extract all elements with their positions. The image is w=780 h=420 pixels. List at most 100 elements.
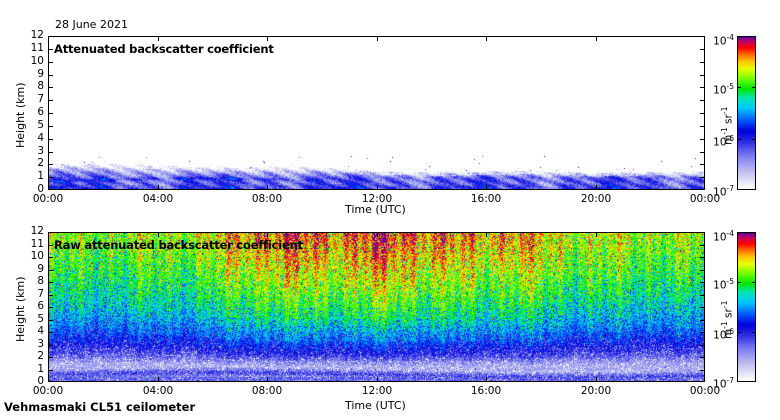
y-tick-attenuated-backscatter-10 — [48, 62, 53, 63]
y-tick-label-raw-attenuated-backscatter-2: 2 — [37, 350, 44, 362]
x-tick-label-raw-attenuated-backscatter-5: 20:00 — [580, 385, 612, 397]
y-tick-label-raw-attenuated-backscatter-12: 12 — [30, 225, 44, 237]
panel-1-x-axis-label: Time (UTC) — [345, 203, 406, 216]
cb-tick-r-raw-attenuated-backscatter-1 — [752, 282, 756, 283]
y-tick-right-attenuated-backscatter-2 — [700, 164, 705, 165]
y-tick-right-attenuated-backscatter-4 — [700, 139, 705, 140]
y-tick-label-attenuated-backscatter-10: 10 — [30, 55, 44, 67]
x-tick-raw-attenuated-backscatter-5 — [596, 377, 597, 382]
y-tick-raw-attenuated-backscatter-5 — [48, 320, 53, 321]
y-tick-attenuated-backscatter-11 — [48, 49, 53, 50]
y-tick-right-attenuated-backscatter-3 — [700, 152, 705, 153]
x-tick-attenuated-backscatter-4 — [486, 185, 487, 190]
x-tick-top-attenuated-backscatter-4 — [486, 36, 487, 41]
panel-attenuated-backscatter-plot[interactable] — [48, 36, 705, 190]
y-tick-raw-attenuated-backscatter-4 — [48, 332, 53, 333]
y-tick-attenuated-backscatter-8 — [48, 87, 53, 88]
y-tick-right-raw-attenuated-backscatter-7 — [700, 295, 705, 296]
y-tick-attenuated-backscatter-3 — [48, 152, 53, 153]
y-tick-right-attenuated-backscatter-6 — [700, 113, 705, 114]
x-tick-attenuated-backscatter-2 — [267, 185, 268, 190]
y-tick-label-raw-attenuated-backscatter-9: 9 — [37, 263, 44, 275]
cb-tick-attenuated-backscatter-2 — [737, 139, 741, 140]
y-tick-label-attenuated-backscatter-6: 6 — [37, 106, 44, 118]
y-tick-label-attenuated-backscatter-9: 9 — [37, 68, 44, 80]
y-tick-right-raw-attenuated-backscatter-6 — [700, 307, 705, 308]
y-tick-raw-attenuated-backscatter-6 — [48, 307, 53, 308]
y-tick-label-attenuated-backscatter-5: 5 — [37, 119, 44, 131]
panel-raw-attenuated-backscatter-plot[interactable] — [48, 232, 705, 382]
y-tick-label-attenuated-backscatter-8: 8 — [37, 80, 44, 92]
y-tick-label-attenuated-backscatter-12: 12 — [30, 29, 44, 41]
y-tick-raw-attenuated-backscatter-1 — [48, 370, 53, 371]
y-tick-attenuated-backscatter-9 — [48, 75, 53, 76]
x-tick-label-attenuated-backscatter-2: 08:00 — [251, 193, 283, 205]
y-tick-label-attenuated-backscatter-0: 0 — [37, 183, 44, 195]
y-tick-label-raw-attenuated-backscatter-10: 10 — [30, 250, 44, 262]
x-tick-label-attenuated-backscatter-0: 00:00 — [32, 193, 64, 205]
cb-tick-r-raw-attenuated-backscatter-2 — [752, 332, 756, 333]
y-tick-attenuated-backscatter-2 — [48, 164, 53, 165]
y-tick-label-attenuated-backscatter-2: 2 — [37, 157, 44, 169]
y-tick-raw-attenuated-backscatter-8 — [48, 282, 53, 283]
y-tick-label-raw-attenuated-backscatter-1: 1 — [37, 363, 44, 375]
y-tick-right-raw-attenuated-backscatter-9 — [700, 270, 705, 271]
y-tick-raw-attenuated-backscatter-11 — [48, 245, 53, 246]
y-tick-label-raw-attenuated-backscatter-4: 4 — [37, 325, 44, 337]
y-tick-right-attenuated-backscatter-11 — [700, 49, 705, 50]
y-tick-attenuated-backscatter-6 — [48, 113, 53, 114]
y-tick-right-attenuated-backscatter-8 — [700, 87, 705, 88]
panel-1-title: Attenuated backscatter coefficient — [54, 42, 274, 56]
y-tick-label-raw-attenuated-backscatter-6: 6 — [37, 300, 44, 312]
x-tick-top-attenuated-backscatter-1 — [158, 36, 159, 41]
cb-tick-label-attenuated-backscatter-0: 10-4 — [713, 33, 734, 48]
y-tick-label-attenuated-backscatter-4: 4 — [37, 132, 44, 144]
y-tick-right-raw-attenuated-backscatter-4 — [700, 332, 705, 333]
colorbar-panel-2 — [737, 232, 756, 382]
y-tick-label-attenuated-backscatter-3: 3 — [37, 145, 44, 157]
x-tick-label-attenuated-backscatter-6: 00:00 — [689, 193, 721, 205]
y-tick-right-raw-attenuated-backscatter-5 — [700, 320, 705, 321]
y-tick-label-raw-attenuated-backscatter-3: 3 — [37, 338, 44, 350]
y-tick-right-raw-attenuated-backscatter-11 — [700, 245, 705, 246]
x-tick-attenuated-backscatter-1 — [158, 185, 159, 190]
cb-tick-r-attenuated-backscatter-2 — [752, 139, 756, 140]
y-tick-raw-attenuated-backscatter-7 — [48, 295, 53, 296]
x-tick-top-attenuated-backscatter-3 — [377, 36, 378, 41]
y-tick-right-attenuated-backscatter-9 — [700, 75, 705, 76]
panel-2-title: Raw attenuated backscatter coefficient — [54, 238, 303, 252]
y-tick-right-raw-attenuated-backscatter-8 — [700, 282, 705, 283]
station-label: Vehmasmaki CL51 ceilometer — [4, 400, 196, 414]
x-tick-top-raw-attenuated-backscatter-3 — [377, 232, 378, 237]
y-tick-raw-attenuated-backscatter-3 — [48, 345, 53, 346]
x-tick-top-raw-attenuated-backscatter-1 — [158, 232, 159, 237]
x-tick-label-raw-attenuated-backscatter-0: 00:00 — [32, 385, 64, 397]
x-tick-raw-attenuated-backscatter-3 — [377, 377, 378, 382]
y-tick-raw-attenuated-backscatter-9 — [48, 270, 53, 271]
y-tick-label-raw-attenuated-backscatter-5: 5 — [37, 313, 44, 325]
x-tick-label-raw-attenuated-backscatter-2: 08:00 — [251, 385, 283, 397]
x-tick-top-raw-attenuated-backscatter-5 — [596, 232, 597, 237]
cb-tick-raw-attenuated-backscatter-1 — [737, 282, 741, 283]
y-tick-raw-attenuated-backscatter-2 — [48, 357, 53, 358]
x-tick-attenuated-backscatter-5 — [596, 185, 597, 190]
cb-tick-r-attenuated-backscatter-1 — [752, 87, 756, 88]
figure-date-title: 28 June 2021 — [55, 18, 128, 31]
y-tick-right-raw-attenuated-backscatter-3 — [700, 345, 705, 346]
x-tick-label-raw-attenuated-backscatter-6: 00:00 — [689, 385, 721, 397]
x-tick-label-attenuated-backscatter-5: 20:00 — [580, 193, 612, 205]
y-tick-attenuated-backscatter-5 — [48, 126, 53, 127]
x-tick-top-raw-attenuated-backscatter-2 — [267, 232, 268, 237]
y-tick-attenuated-backscatter-7 — [48, 100, 53, 101]
x-tick-top-attenuated-backscatter-2 — [267, 36, 268, 41]
y-tick-right-attenuated-backscatter-10 — [700, 62, 705, 63]
x-tick-label-attenuated-backscatter-4: 16:00 — [470, 193, 502, 205]
x-tick-top-attenuated-backscatter-5 — [596, 36, 597, 41]
cb-tick-label-raw-attenuated-backscatter-0: 10-4 — [713, 229, 734, 244]
y-tick-label-attenuated-backscatter-1: 1 — [37, 170, 44, 182]
cb-tick-label-attenuated-backscatter-3: 10-7 — [713, 184, 734, 199]
x-tick-label-raw-attenuated-backscatter-1: 04:00 — [142, 385, 174, 397]
x-tick-label-raw-attenuated-backscatter-4: 16:00 — [470, 385, 502, 397]
